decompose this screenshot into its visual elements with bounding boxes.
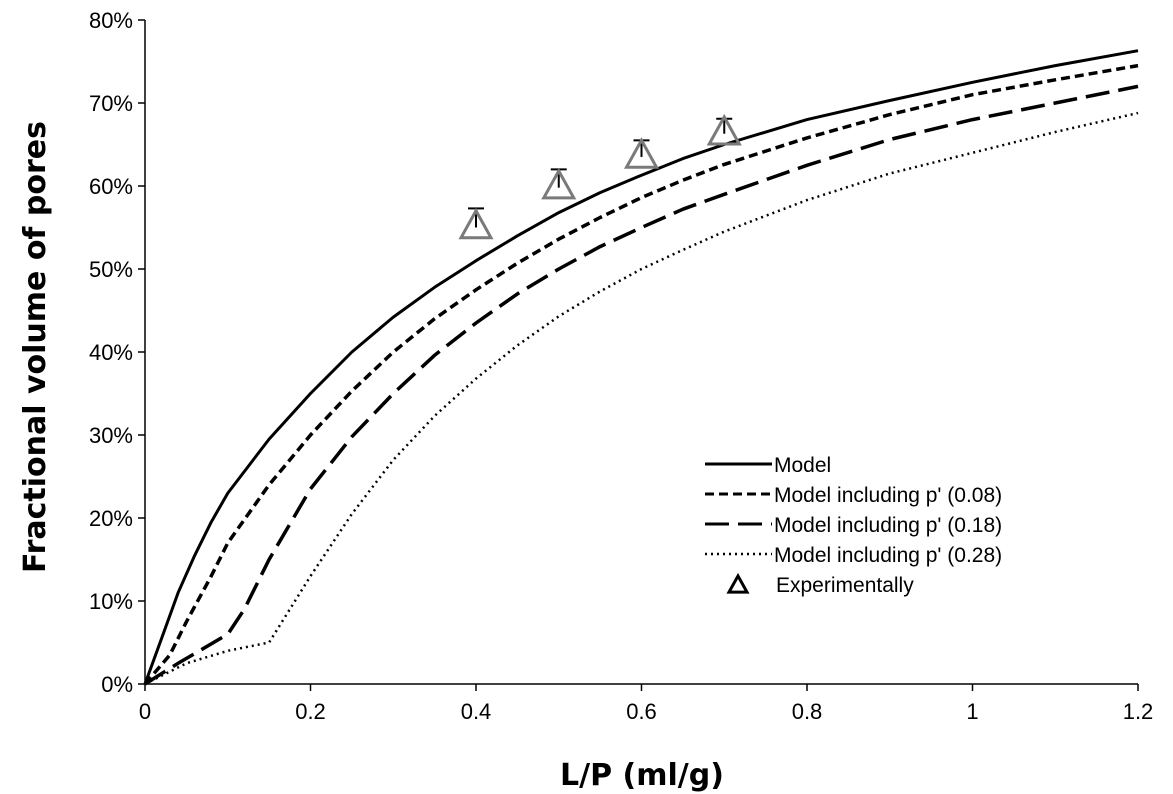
series-line-2	[144, 84, 1139, 686]
y-tick-label: 80%	[89, 8, 133, 33]
data-point	[706, 113, 742, 146]
series-experimentally	[458, 113, 742, 240]
series-line-1	[143, 63, 1139, 686]
series-line-0	[143, 49, 1139, 685]
axes: 0% 10% 20% 30% 40% 50% 60% 70% 80% 0 0.2 0.4 0.6 0.8 1…	[89, 8, 1153, 724]
legend-item: Experimentally	[726, 572, 914, 597]
y-tick-label: 70%	[89, 91, 133, 116]
legend-item: Model	[705, 454, 831, 477]
legend-label: Model including p' (0.28)	[774, 544, 1002, 567]
x-tick-label: 1	[966, 699, 978, 724]
data-point	[458, 207, 494, 240]
y-tick-label: 10%	[89, 589, 133, 614]
legend-label: Model including p' (0.08)	[774, 484, 1002, 507]
y-tick-label: 50%	[89, 257, 133, 282]
x-tick-label: 0	[139, 699, 151, 724]
legend-item: Model including p' (0.28)	[705, 544, 1002, 567]
y-tick-label: 60%	[89, 174, 133, 199]
y-tick-label: 0%	[101, 672, 133, 697]
x-tick-label: 1.2	[1123, 699, 1154, 724]
y-tick-label: 40%	[89, 340, 133, 365]
x-axis-title: L/P (ml/g)	[560, 758, 724, 793]
legend-item: Model including p' (0.08)	[705, 484, 1002, 507]
x-tick-label: 0.6	[626, 699, 657, 724]
y-axis-title: Fractional volume of pores	[18, 121, 53, 573]
legend-item: Model including p' (0.18)	[705, 514, 1002, 537]
series-layer	[143, 49, 1139, 686]
legend-label: Model including p' (0.18)	[774, 514, 1002, 537]
data-point	[541, 167, 577, 200]
legend-label: Experimentally	[776, 574, 914, 597]
x-tick-label: 0.2	[295, 699, 326, 724]
y-tick-label: 20%	[89, 506, 133, 531]
y-tick-label: 30%	[89, 423, 133, 448]
x-tick-label: 0.4	[461, 699, 492, 724]
data-point	[623, 137, 660, 169]
legend-label: Model	[774, 454, 831, 477]
legend: Model Model including p' (0.08) Model incl…	[705, 454, 1002, 597]
series-line-3	[144, 111, 1139, 686]
legend-marker	[726, 572, 750, 594]
x-tick-label: 0.8	[792, 699, 823, 724]
